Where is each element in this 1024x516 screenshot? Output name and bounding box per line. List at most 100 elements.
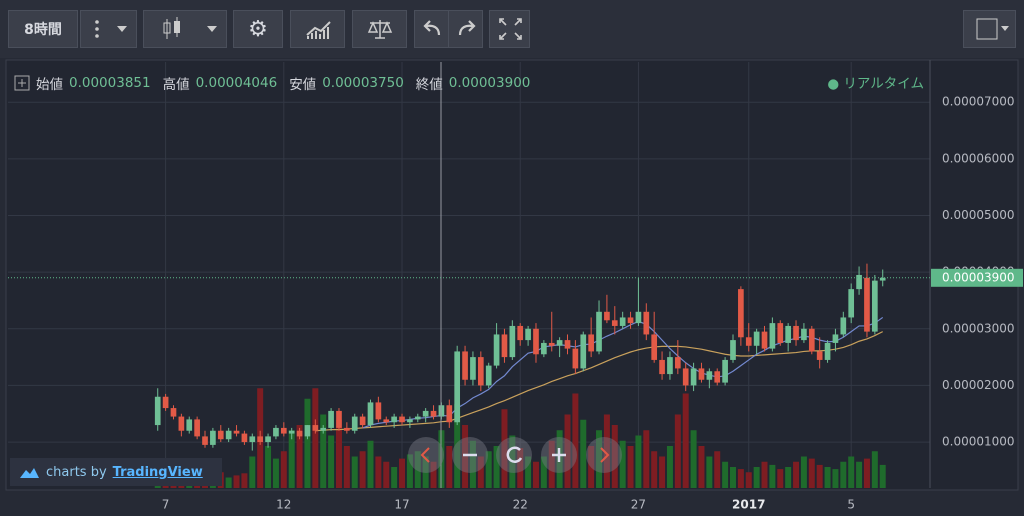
candle-body <box>533 328 539 355</box>
candle-body <box>470 357 476 380</box>
candle-body <box>422 410 429 417</box>
icon <box>423 20 441 36</box>
candle-body <box>808 328 815 352</box>
volume-bar <box>320 414 327 488</box>
volume-bar <box>359 451 366 488</box>
volume-bar <box>548 440 555 488</box>
logo <box>20 468 39 478</box>
volume-bar <box>619 440 626 488</box>
candle-body <box>682 368 689 386</box>
candle-body <box>485 365 492 386</box>
candle-body <box>769 323 776 349</box>
redo-button[interactable] <box>448 10 483 48</box>
volume-bar <box>832 469 839 488</box>
collapse-icon[interactable] <box>14 75 30 91</box>
candle-body <box>730 340 736 360</box>
volume-bar <box>643 430 650 488</box>
reset[interactable] <box>496 437 532 473</box>
fullscreen-button[interactable] <box>489 10 530 48</box>
icon <box>306 21 331 39</box>
volume-bar <box>572 393 579 488</box>
candle-body <box>525 328 531 341</box>
icon <box>552 448 566 462</box>
candle-body <box>714 371 721 383</box>
volume-bar <box>793 461 800 488</box>
candle-body <box>738 289 744 338</box>
volume-bar <box>635 435 642 488</box>
volume-bar <box>722 461 729 488</box>
volume-bar <box>603 414 610 488</box>
candle-body <box>816 351 823 360</box>
candle-body <box>785 325 791 343</box>
candle-body <box>210 430 216 445</box>
watermark-prefix: charts by <box>46 464 107 480</box>
candle-body <box>745 337 752 346</box>
settings-button[interactable]: ⚙ <box>233 10 283 48</box>
volume-bar <box>808 458 815 488</box>
legend-value: 0.00004046 <box>195 75 278 91</box>
undo-button[interactable] <box>414 10 449 48</box>
candle-body <box>611 320 618 326</box>
watermark[interactable]: charts by TradingView <box>10 458 222 486</box>
candle-body <box>462 351 468 380</box>
layout-button[interactable] <box>963 10 1016 48</box>
candle-body <box>359 416 366 426</box>
candle-body <box>336 410 342 428</box>
icon <box>458 20 476 36</box>
candle-body <box>280 427 287 434</box>
ohlc-legend: 始値 0.00003851 高値 0.00004046 安値 0.00003750 終… <box>14 73 536 93</box>
compare-button[interactable] <box>352 10 407 48</box>
volume-bar <box>304 398 311 488</box>
scroll-right[interactable] <box>586 437 622 473</box>
icon <box>600 447 610 463</box>
volume-bar <box>469 440 476 488</box>
volume-bar <box>769 464 776 488</box>
candle-body <box>556 340 563 346</box>
legend-label: 始値 <box>36 77 63 93</box>
x-tick-label: 5 <box>847 498 855 512</box>
volume-bar <box>627 446 634 488</box>
realtime-label: リアルタイム <box>843 76 924 92</box>
candle-body <box>351 416 358 431</box>
indicators-button[interactable] <box>290 10 345 48</box>
interval-button[interactable]: 8時間 <box>8 10 78 48</box>
nav-buttons <box>408 437 622 473</box>
volume-bar <box>588 446 595 488</box>
candle-body <box>548 342 555 346</box>
candle-body <box>588 334 594 352</box>
candle-body <box>446 405 453 423</box>
volume-bar <box>745 472 752 488</box>
chart-style-button[interactable] <box>143 10 227 48</box>
volume-bar <box>493 446 500 488</box>
volume-bar <box>871 451 878 488</box>
candle-body <box>722 359 728 383</box>
candle-body <box>517 325 524 341</box>
volume-bar <box>406 454 413 488</box>
volume-bar <box>477 456 484 488</box>
x-tick-label: 2017 <box>732 498 765 512</box>
volume-bar <box>532 461 539 488</box>
volume-bar <box>824 467 831 488</box>
candle-body <box>194 419 200 437</box>
candle-body <box>320 427 327 431</box>
volume-bar <box>682 393 689 488</box>
candle-body <box>233 430 240 434</box>
candle-body <box>328 410 334 428</box>
volume-bar <box>737 469 744 488</box>
candle-body <box>217 430 224 440</box>
interval-menu[interactable] <box>80 10 137 48</box>
candle-body <box>304 425 311 437</box>
y-tick-label: 0.00006000 <box>942 151 1015 165</box>
x-tick-label: 12 <box>276 498 291 512</box>
candle-body <box>407 419 413 423</box>
candle-layer <box>154 263 886 451</box>
candle-body <box>635 311 642 324</box>
candle-body <box>564 340 571 349</box>
candle-body <box>170 408 177 417</box>
candle-body <box>375 402 382 420</box>
legend-value: 0.00003851 <box>69 75 151 91</box>
volume-bar <box>840 461 847 488</box>
y-tick-label: 0.00002000 <box>942 378 1015 392</box>
scroll-left[interactable] <box>408 437 444 473</box>
